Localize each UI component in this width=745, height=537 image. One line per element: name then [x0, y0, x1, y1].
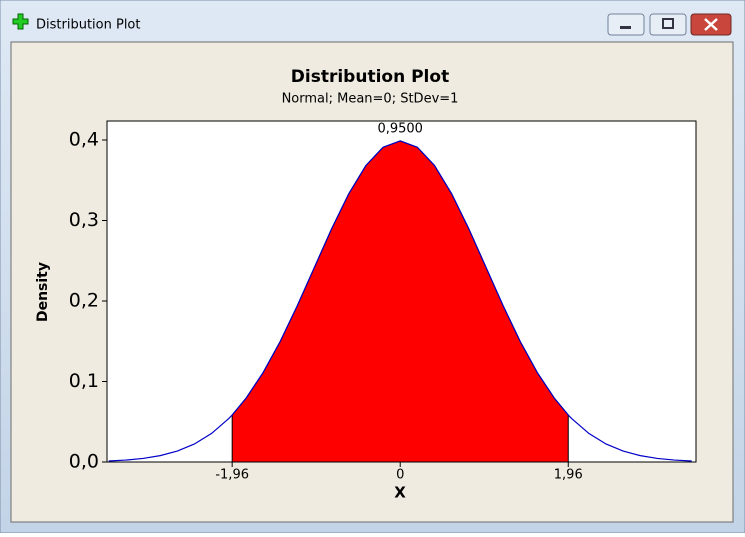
x-tick-label: 0	[396, 468, 404, 483]
y-axis-label: Density	[35, 262, 51, 322]
x-tick-label: 1,96	[554, 468, 583, 483]
minimize-icon	[620, 26, 631, 29]
x-tick-label: -1,96	[215, 468, 249, 483]
chart-title: Distribution Plot	[291, 67, 449, 87]
y-tick-label: 0,4	[69, 128, 99, 150]
chart-subtitle: Normal; Mean=0; StDev=1	[282, 92, 459, 107]
y-tick-label: 0,1	[69, 370, 99, 392]
density-curve	[108, 140, 692, 462]
x-axis-label: X	[394, 484, 406, 502]
minimize-button[interactable]	[607, 13, 645, 36]
window-title: Distribution Plot	[36, 18, 140, 33]
y-tick-label: 0,3	[69, 209, 99, 231]
app-icon	[12, 13, 29, 30]
annotation-label: 0,9500	[377, 121, 423, 136]
y-tick-label: 0,0	[69, 451, 99, 473]
y-tick-label: 0,2	[69, 289, 99, 311]
maximize-button[interactable]	[649, 13, 687, 36]
maximize-icon	[662, 18, 674, 29]
close-icon	[704, 18, 718, 31]
